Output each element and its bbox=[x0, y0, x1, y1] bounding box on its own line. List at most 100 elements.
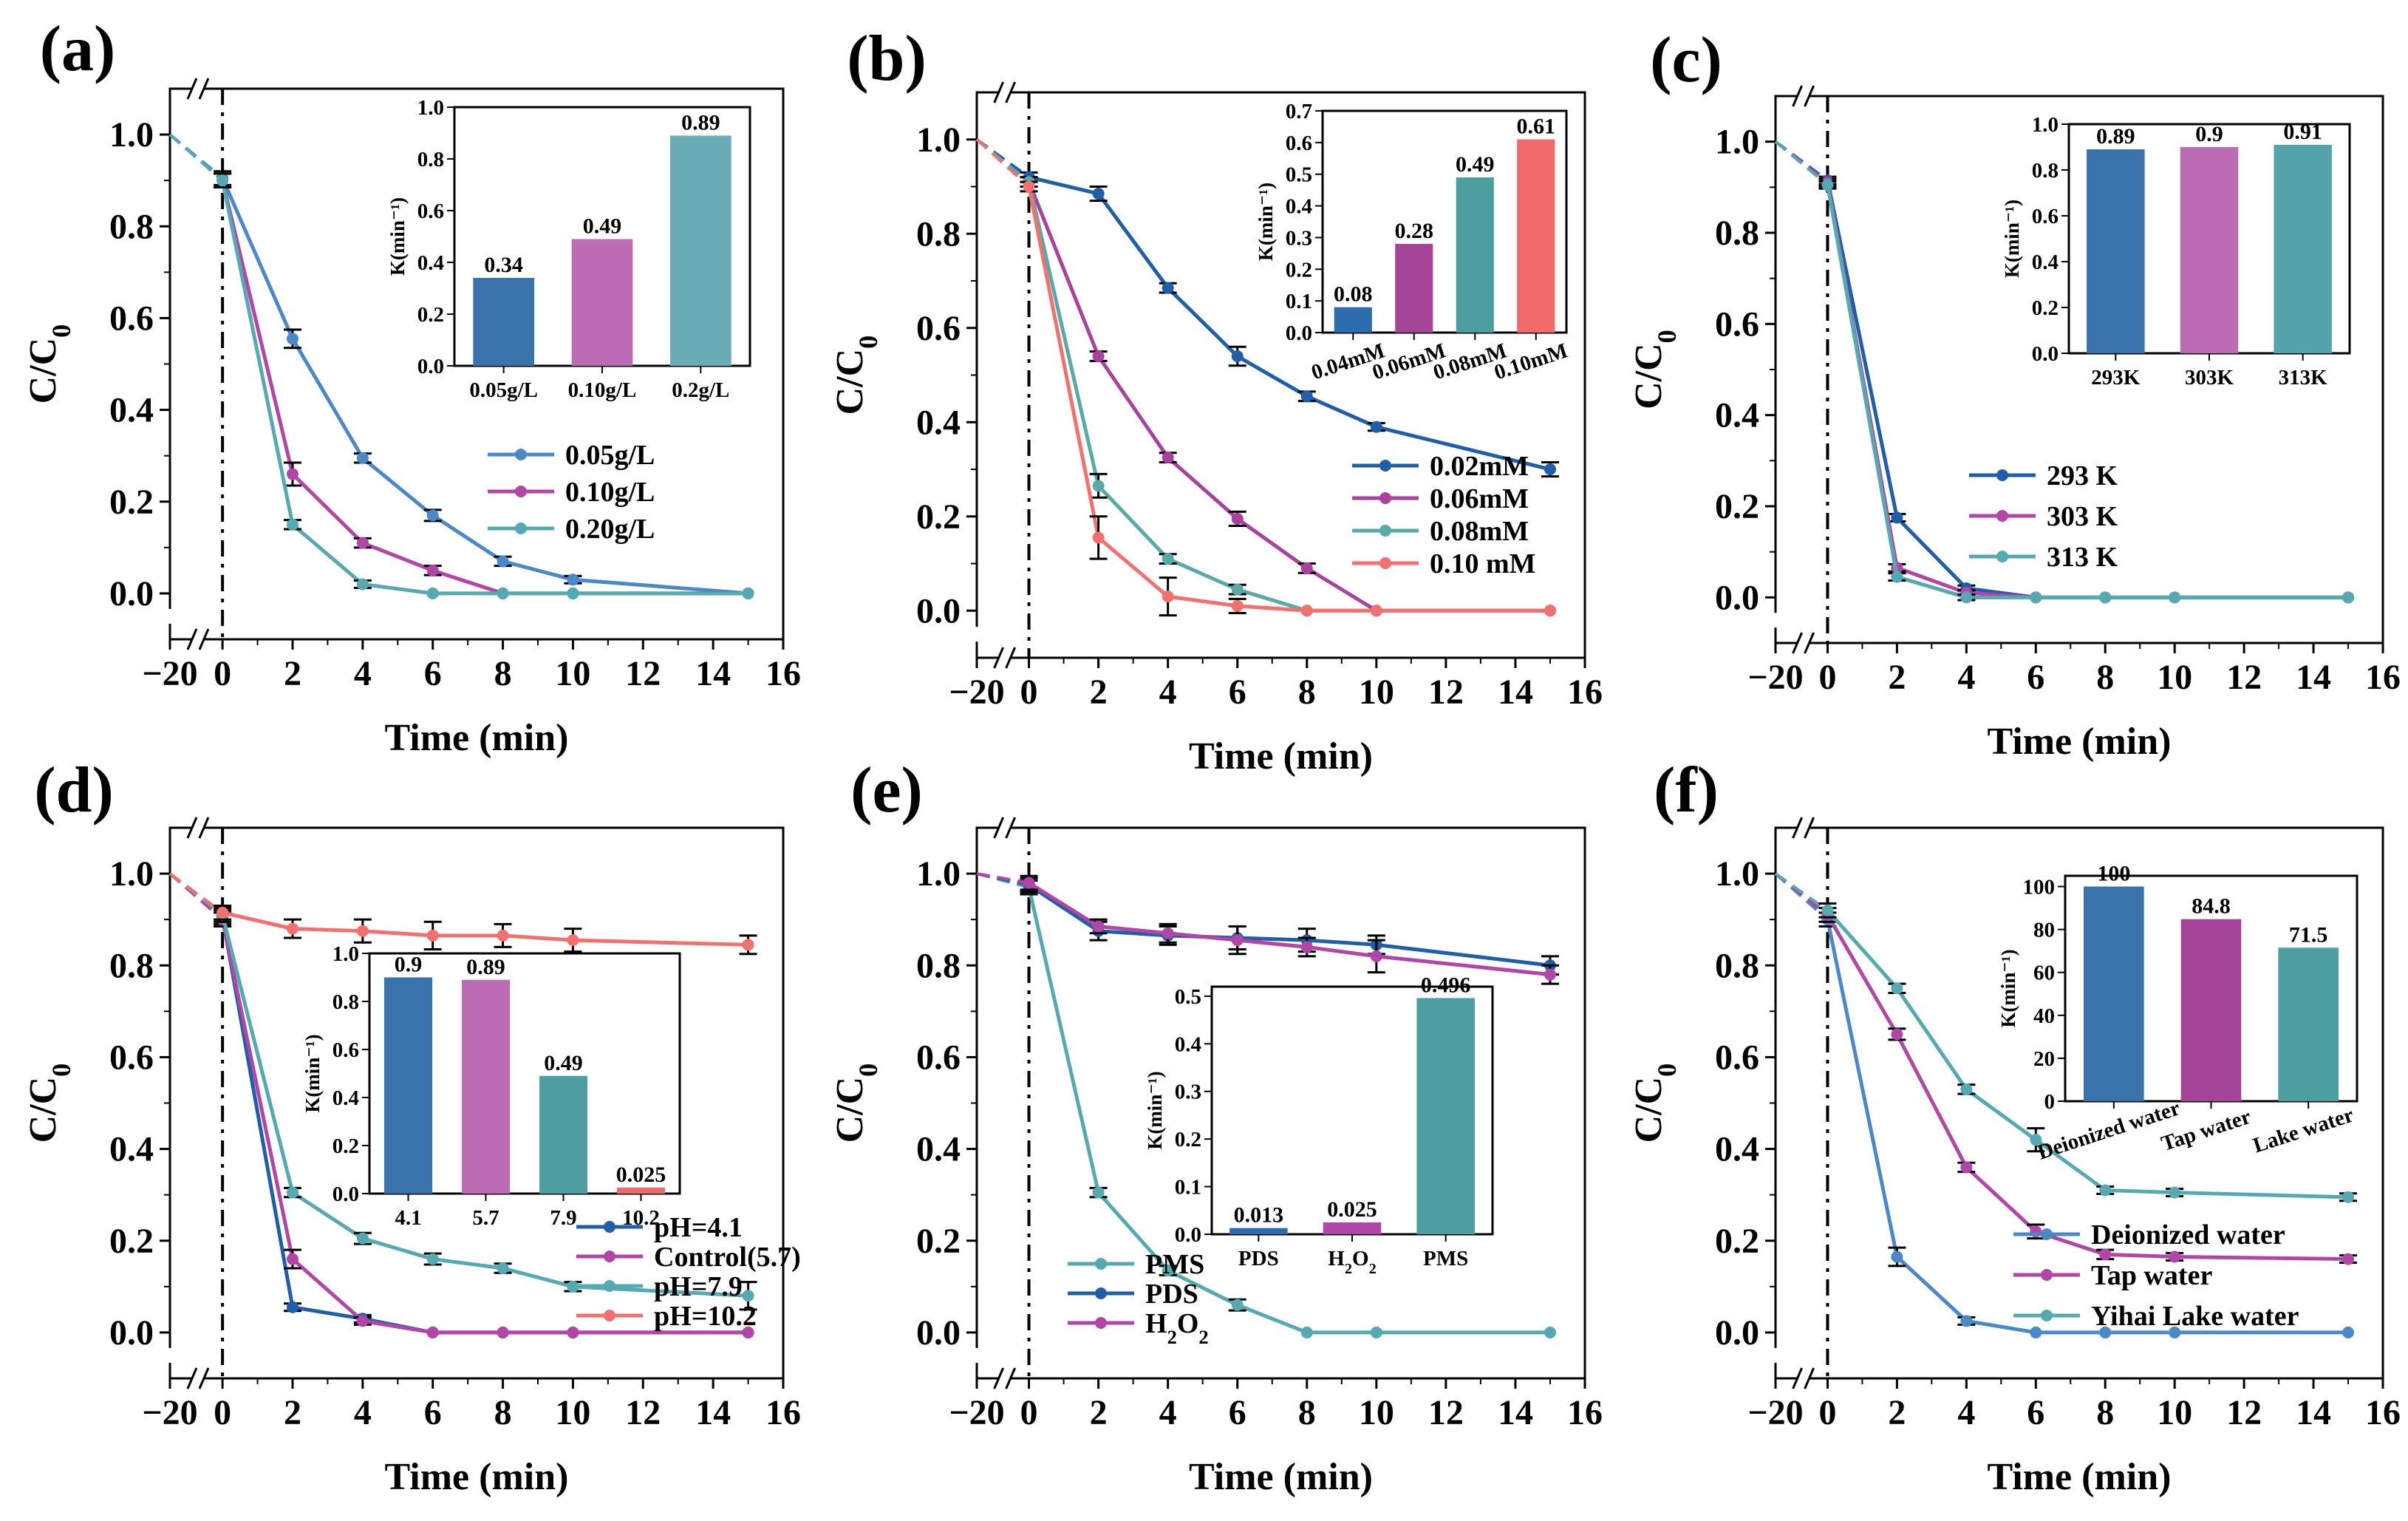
x-axis-title: Time (min) bbox=[1988, 1456, 2172, 1498]
inset-y-tick-label: 0.0 bbox=[1175, 1223, 1201, 1247]
data-point bbox=[1092, 480, 1105, 492]
inset-y-tick-label: 0.8 bbox=[332, 990, 359, 1014]
data-point bbox=[1162, 452, 1174, 464]
y-tick-label: 1.0 bbox=[916, 854, 961, 894]
inset-bar bbox=[383, 977, 433, 1194]
axis-break-mark bbox=[1804, 1367, 1815, 1389]
y-tick-label: 0.4 bbox=[109, 391, 154, 430]
x-tick-label: 16 bbox=[765, 654, 801, 693]
legend-label: 303 K bbox=[2047, 501, 2118, 532]
axis-break-mark bbox=[1792, 632, 1803, 654]
inset-y-tick-label: 0.4 bbox=[417, 251, 444, 275]
y-tick-label: 0.6 bbox=[109, 299, 154, 338]
data-point bbox=[2030, 591, 2042, 604]
data-point bbox=[1544, 463, 1556, 475]
inset-value-label: 0.91 bbox=[2283, 120, 2322, 144]
legend-marker bbox=[515, 523, 527, 534]
data-point bbox=[426, 587, 439, 599]
y-tick-label: 0.2 bbox=[916, 1222, 961, 1261]
axis-break-gap bbox=[998, 1375, 1011, 1381]
data-point bbox=[1544, 1326, 1556, 1338]
x-tick-label: 2 bbox=[284, 1393, 301, 1432]
inset-bar bbox=[1395, 244, 1433, 333]
data-point bbox=[1231, 599, 1244, 612]
data-point bbox=[356, 1232, 369, 1245]
inset-x-tick-label: H2O2 bbox=[1328, 1247, 1376, 1277]
axis-break-mark bbox=[993, 817, 1005, 839]
x-tick-label: 10 bbox=[1359, 673, 1394, 712]
data-point bbox=[356, 537, 369, 549]
y-tick-label: 0.0 bbox=[916, 591, 961, 630]
legend-label: PMS bbox=[1145, 1249, 1204, 1280]
data-point bbox=[426, 564, 439, 576]
data-point bbox=[567, 1280, 579, 1293]
inset-bar-chart: 0.0 0.2 0.4 0.6 0.8 1.0 0.89 293K 0.9 303K 0.91 313… bbox=[2001, 113, 2351, 389]
inset-y-tick-label: 0.3 bbox=[1286, 226, 1312, 250]
inset-y-tick-label: 0.2 bbox=[417, 303, 444, 327]
inset-value-label: 0.025 bbox=[616, 1163, 666, 1187]
data-point bbox=[1891, 511, 1903, 524]
legend-marker bbox=[604, 1280, 615, 1292]
data-point bbox=[356, 452, 369, 464]
data-point bbox=[2099, 1248, 2112, 1261]
y-axis-title: C/C0 bbox=[829, 1064, 883, 1143]
axis-break-mark bbox=[993, 81, 1005, 103]
inset-x-tick-label: 303K bbox=[2185, 366, 2234, 389]
inset-x-tick-label: 0.10g/L bbox=[568, 378, 637, 402]
series-2 bbox=[976, 872, 1559, 985]
y-tick-label: 0.4 bbox=[916, 1130, 961, 1169]
axis-break-mark bbox=[198, 817, 210, 839]
data-point bbox=[1960, 1083, 1973, 1095]
series-line bbox=[222, 911, 748, 947]
x-tick-label: 4 bbox=[1957, 658, 1975, 697]
inset-x-tick-label: Lake water bbox=[2250, 1103, 2356, 1157]
legend-label: 0.10g/L bbox=[565, 477, 655, 508]
y-axis-title: C/C0 bbox=[22, 324, 76, 404]
axis-break-mark bbox=[186, 1367, 198, 1389]
data-point bbox=[1023, 180, 1035, 193]
y-axis-title: C/C0 bbox=[829, 336, 883, 415]
inset-bar-chart: 0.0 0.2 0.4 0.6 0.8 1.0 0.34 0.05g/L 0.49 0.10g/L… bbox=[386, 96, 751, 402]
y-tick-label: 0.4 bbox=[916, 403, 961, 442]
legend-marker bbox=[2041, 1269, 2053, 1281]
legend-label: pH=10.2 bbox=[654, 1301, 757, 1332]
x-tick-label: 14 bbox=[695, 654, 731, 693]
data-point bbox=[1162, 591, 1174, 603]
legend-label: 313 K bbox=[2047, 542, 2118, 573]
data-point bbox=[1092, 531, 1105, 544]
x-tick-label: 2 bbox=[284, 654, 301, 693]
data-point bbox=[216, 906, 229, 919]
x-axis-title: Time (min) bbox=[1189, 1456, 1373, 1498]
legend-marker bbox=[515, 449, 527, 460]
x-tick-label: 10 bbox=[2157, 1393, 2192, 1432]
inset-value-label: 84.8 bbox=[2192, 894, 2231, 919]
y-tick-label: 0.0 bbox=[109, 574, 154, 613]
inset-y-tick-label: 0.6 bbox=[1286, 132, 1312, 155]
y-tick-label: 0.8 bbox=[1715, 214, 1759, 253]
data-point bbox=[287, 1186, 299, 1199]
y-tick-label: 0.0 bbox=[1715, 578, 1759, 617]
inset-y-tick-label: 80 bbox=[2033, 919, 2055, 942]
data-point bbox=[2169, 1186, 2181, 1199]
y-tick-label: 1.0 bbox=[109, 115, 154, 154]
data-point bbox=[1960, 1161, 1973, 1174]
data-point bbox=[287, 518, 299, 531]
inset-y-tick-label: 0.2 bbox=[1286, 258, 1312, 282]
data-point bbox=[426, 1326, 439, 1338]
x-tick-label: 12 bbox=[625, 1393, 661, 1432]
axis-break-gap bbox=[998, 89, 1011, 95]
legend-marker bbox=[604, 1251, 615, 1262]
inset-y-tick-label: 40 bbox=[2033, 1004, 2055, 1028]
x-tick-label: 8 bbox=[2096, 1393, 2114, 1432]
inset-bar-chart: 0.00.10.20.30.40.50.60.70.080.04mM0.280.… bbox=[1255, 100, 1571, 384]
legend-marker bbox=[1379, 525, 1391, 537]
panel-a: −20 0 2 4 6 8 10 12 14 16 0.0 0.2 0.4 0.6 0.8 1.0 Time (… bbox=[22, 13, 801, 759]
legend-label: H2O2 bbox=[1145, 1308, 1209, 1348]
data-point bbox=[742, 1326, 754, 1338]
axis-break-gap bbox=[1797, 93, 1810, 99]
x-tick-label: 0 bbox=[1020, 1393, 1038, 1432]
inset-y-tick-label: 60 bbox=[2033, 962, 2055, 985]
inset-y-tick-label: 0.4 bbox=[332, 1086, 359, 1110]
inset-y-tick-label: 0.8 bbox=[2032, 159, 2059, 183]
